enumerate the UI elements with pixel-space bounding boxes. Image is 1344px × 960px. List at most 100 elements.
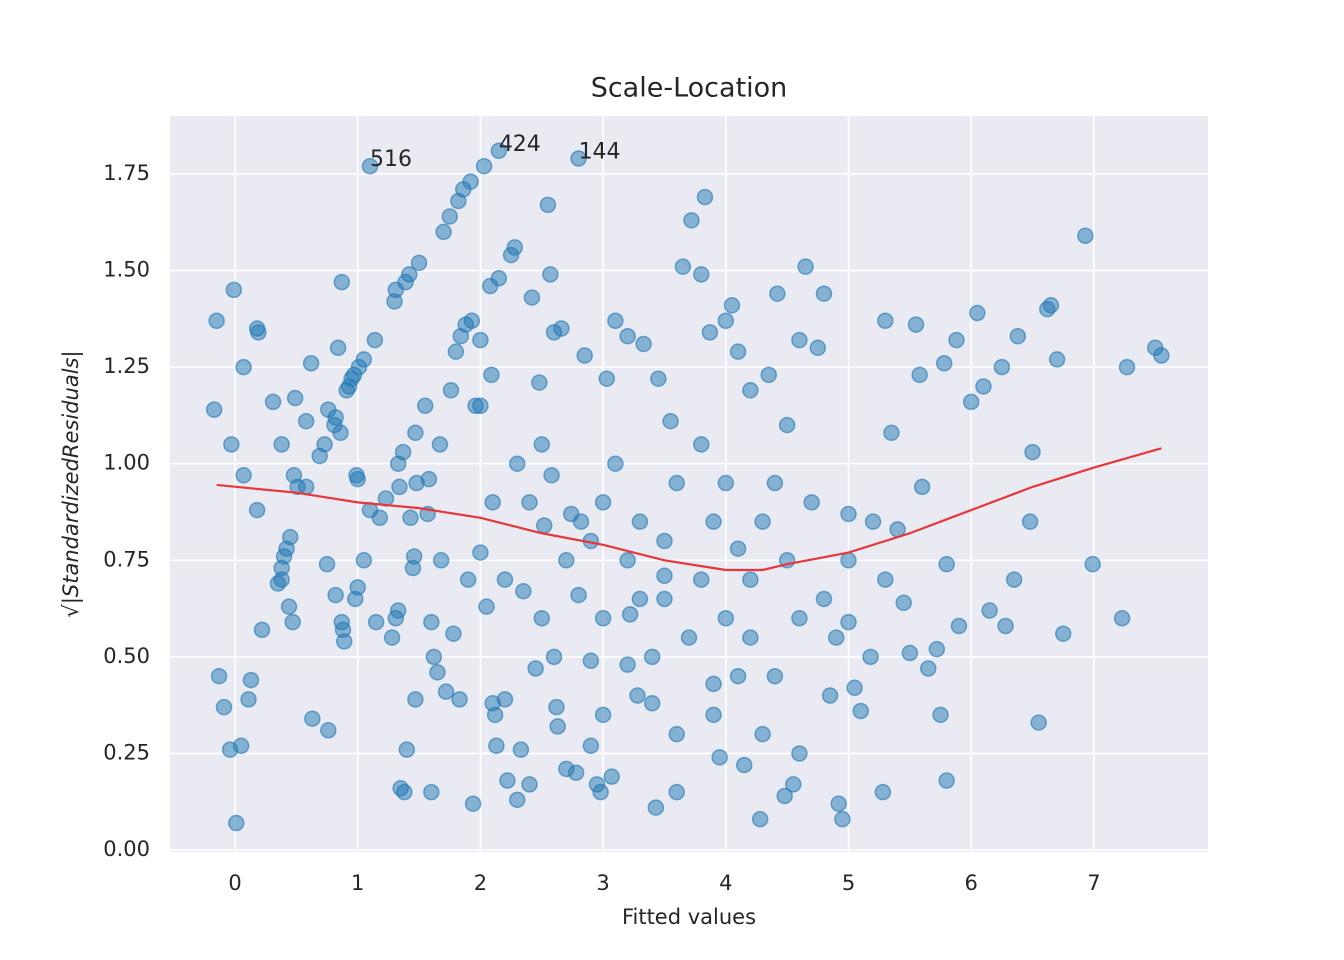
point (432, 552, 450, 569)
point (273, 571, 290, 588)
point (521, 494, 538, 511)
point (598, 370, 616, 387)
chart-title: Scale-Location (591, 73, 788, 104)
point (248, 501, 266, 519)
point (521, 776, 538, 793)
point (791, 745, 808, 762)
point (594, 706, 612, 724)
point (329, 339, 347, 357)
point (549, 718, 566, 735)
point (668, 725, 685, 743)
point (464, 795, 482, 812)
point (531, 374, 548, 391)
point (462, 173, 479, 190)
point (975, 378, 992, 395)
point (228, 814, 245, 832)
point (766, 667, 784, 685)
point (621, 606, 639, 623)
point (1021, 513, 1039, 530)
point (508, 791, 526, 809)
y-axis-label: √|StandardizedResiduals| (59, 350, 84, 617)
point (803, 494, 820, 511)
point (284, 613, 301, 631)
point (932, 706, 949, 724)
point (539, 196, 557, 214)
x-tick-label: 6 (965, 871, 978, 895)
point (447, 343, 465, 360)
point (643, 648, 661, 666)
point (240, 691, 257, 708)
point (223, 436, 240, 453)
x-tick-label: 1 (351, 871, 364, 895)
point (332, 424, 349, 442)
point (576, 347, 593, 364)
point (1024, 443, 1041, 461)
point (1077, 227, 1094, 245)
point (407, 424, 424, 442)
x-tick-label: 0 (228, 871, 241, 895)
point (327, 586, 344, 604)
point (582, 652, 600, 670)
point (629, 687, 646, 704)
point (273, 436, 290, 453)
point (367, 613, 385, 631)
point (490, 270, 508, 287)
point (429, 664, 446, 681)
point (981, 602, 998, 619)
point (1153, 347, 1170, 364)
lowess-line (216, 447, 1162, 572)
x-tick-label: 4 (719, 871, 732, 895)
point (834, 810, 851, 828)
point (766, 474, 784, 492)
point (1054, 625, 1072, 642)
point (877, 571, 894, 588)
point (437, 683, 455, 700)
point (1118, 358, 1136, 376)
point (286, 389, 304, 407)
x-tick-label: 3 (596, 871, 609, 895)
point (235, 358, 252, 376)
point (472, 544, 489, 561)
point (435, 223, 452, 241)
point (371, 509, 389, 527)
point (335, 633, 353, 650)
point (791, 331, 808, 349)
point (391, 478, 408, 496)
point (647, 799, 665, 816)
y-tick-label: 1.75 (103, 161, 150, 185)
point (210, 667, 228, 685)
point (320, 722, 337, 739)
point (349, 470, 366, 488)
point (656, 567, 673, 585)
point (355, 351, 373, 368)
point (496, 691, 514, 708)
y-tick-label: 0.00 (103, 837, 150, 861)
point (815, 590, 833, 608)
point (441, 208, 458, 225)
point (776, 787, 793, 805)
point (656, 532, 673, 550)
point (499, 772, 516, 789)
point (797, 258, 814, 275)
point (1048, 351, 1066, 368)
point (383, 629, 401, 646)
point (635, 335, 652, 353)
point (901, 644, 919, 662)
point (631, 590, 649, 608)
point (232, 737, 250, 755)
point (705, 706, 722, 724)
point (355, 552, 373, 569)
point (558, 552, 575, 569)
point (852, 702, 870, 720)
point (264, 393, 282, 411)
point (717, 312, 735, 330)
point (864, 513, 882, 530)
point (463, 312, 481, 330)
point (751, 810, 769, 828)
point (1113, 610, 1131, 627)
point (778, 416, 796, 434)
point (650, 370, 667, 387)
point (729, 667, 747, 685)
point (997, 617, 1014, 635)
point (729, 343, 747, 360)
